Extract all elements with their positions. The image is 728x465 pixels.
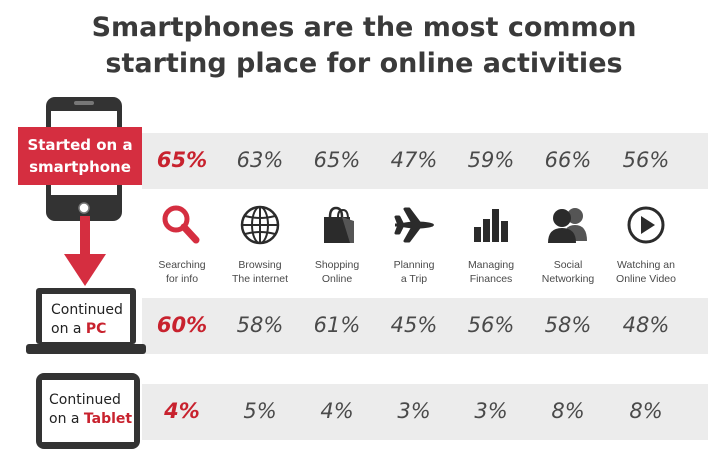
pc-value-6: 58% — [544, 313, 592, 337]
shopping-bag-icon — [300, 203, 374, 249]
pc-label-prefix: on a — [51, 321, 86, 337]
smartphone-value-7: 56% — [622, 148, 670, 172]
tablet-value-5: 3% — [474, 399, 508, 423]
category-label-line2: The internet — [231, 273, 289, 285]
category-label-2: Browsing The internet — [218, 258, 302, 286]
pc-value-4: 45% — [390, 313, 438, 337]
pc-value-1: 60% — [156, 313, 208, 337]
airplane-icon — [377, 203, 451, 249]
pc-row-band — [142, 298, 708, 354]
tablet-label-device: Tablet — [83, 411, 133, 427]
chart-title: Smartphones are the most common starting… — [0, 10, 728, 82]
pc-label-device: PC — [85, 321, 107, 337]
tablet-label-prefix: on a — [49, 411, 84, 427]
category-label-line2: Online Video — [616, 273, 676, 285]
category-label-line2: Online — [321, 273, 353, 285]
pc-value-3: 61% — [313, 313, 361, 337]
bar-chart-icon — [454, 203, 528, 249]
laptop-icon — [26, 288, 146, 354]
started-label-line1: Started on a — [27, 136, 133, 154]
category-label-line1: Browsing — [238, 259, 282, 271]
pc-value-5: 56% — [467, 313, 515, 337]
category-label-line1: Searching — [158, 259, 206, 271]
category-label-line2: a Trip — [400, 273, 428, 285]
smartphone-value-5: 59% — [467, 148, 515, 172]
tablet-value-7: 8% — [629, 399, 663, 423]
down-arrow-icon — [64, 216, 106, 286]
category-label-7: Watching an Online Video — [604, 258, 688, 286]
pc-value-7: 48% — [622, 313, 670, 337]
category-label-line1: Watching an — [617, 259, 675, 271]
play-icon — [609, 203, 683, 249]
tablet-value-2: 5% — [243, 399, 277, 423]
category-label-line1: Social — [553, 259, 583, 271]
smartphone-row-band — [142, 133, 708, 189]
category-label-line2: Networking — [541, 273, 595, 285]
globe-icon — [223, 203, 297, 249]
started-on-smartphone-label: Started on a smartphone — [18, 127, 142, 185]
category-label-4: Planning a Trip — [372, 258, 456, 286]
smartphone-value-2: 63% — [236, 148, 284, 172]
smartphone-value-3: 65% — [313, 148, 361, 172]
smartphone-value-6: 66% — [544, 148, 592, 172]
chart-title-line2: starting place for online activities — [105, 48, 623, 79]
tablet-value-1: 4% — [164, 399, 200, 423]
started-label-line2: smartphone — [29, 158, 131, 176]
pc-label-line1: Continued — [51, 302, 123, 318]
category-label-3: Shopping Online — [295, 258, 379, 286]
people-icon — [531, 203, 605, 249]
pc-value-2: 58% — [236, 313, 284, 337]
smartphone-value-1: 65% — [156, 148, 208, 172]
tablet-icon — [36, 373, 140, 449]
continued-on-pc-label: Continued on a PC — [51, 301, 123, 339]
magnifier-icon — [145, 203, 219, 249]
tablet-value-6: 8% — [551, 399, 585, 423]
tablet-label-line1: Continued — [49, 392, 121, 408]
tablet-value-4: 3% — [397, 399, 431, 423]
category-label-1: Searching for info — [140, 258, 224, 286]
category-label-line2: for info — [165, 273, 199, 285]
category-label-5: Managing Finances — [449, 258, 533, 286]
continued-on-tablet-label: Continued on a Tablet — [49, 391, 132, 429]
category-label-6: Social Networking — [526, 258, 610, 286]
category-label-line1: Planning — [393, 259, 435, 271]
category-label-line1: Shopping — [314, 259, 360, 271]
category-label-line1: Managing — [467, 259, 515, 271]
tablet-label-line2: on a Tablet — [49, 410, 132, 429]
smartphone-value-4: 47% — [390, 148, 438, 172]
tablet-value-3: 4% — [320, 399, 354, 423]
chart-title-line1: Smartphones are the most common — [91, 12, 637, 43]
tablet-row-band — [142, 384, 708, 440]
pc-label-line2: on a PC — [51, 320, 123, 339]
category-label-line2: Finances — [469, 273, 513, 285]
